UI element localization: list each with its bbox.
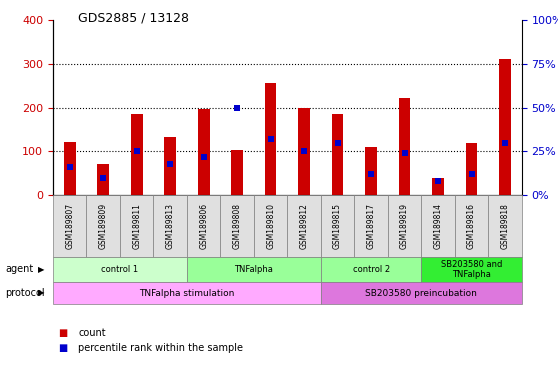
Text: GSM189816: GSM189816 — [467, 203, 476, 249]
Text: GSM189819: GSM189819 — [400, 203, 409, 249]
Text: GSM189807: GSM189807 — [65, 203, 74, 249]
Bar — [331, 114, 344, 195]
Text: GSM189808: GSM189808 — [233, 203, 242, 249]
Point — [99, 174, 108, 180]
Text: GDS2885 / 13128: GDS2885 / 13128 — [78, 12, 189, 25]
Point — [501, 139, 509, 146]
Text: GSM189817: GSM189817 — [367, 203, 376, 249]
Text: GSM189813: GSM189813 — [166, 203, 175, 249]
Text: GSM189806: GSM189806 — [199, 203, 208, 249]
Point — [199, 154, 208, 160]
Point — [300, 148, 309, 154]
Bar — [97, 164, 109, 195]
Text: SB203580 and
TNFalpha: SB203580 and TNFalpha — [441, 260, 502, 279]
Bar — [165, 137, 176, 195]
Text: TNFalpha stimulation: TNFalpha stimulation — [140, 288, 234, 298]
Text: GSM189811: GSM189811 — [132, 203, 141, 249]
Text: ▶: ▶ — [38, 288, 45, 298]
Point — [367, 171, 376, 177]
Bar — [365, 147, 377, 195]
Bar — [465, 142, 477, 195]
Text: ■: ■ — [59, 328, 68, 338]
Text: GSM189809: GSM189809 — [99, 203, 108, 249]
Bar — [131, 114, 143, 195]
Point — [132, 148, 141, 154]
Text: agent: agent — [6, 265, 34, 275]
Text: GSM189810: GSM189810 — [266, 203, 275, 249]
Text: protocol: protocol — [6, 288, 45, 298]
Text: count: count — [78, 328, 106, 338]
Bar — [298, 108, 310, 195]
Bar — [398, 98, 410, 195]
Bar — [231, 151, 243, 195]
Text: control 2: control 2 — [353, 265, 389, 274]
Bar — [432, 177, 444, 195]
Bar — [264, 83, 276, 195]
Bar — [64, 142, 75, 195]
Text: GSM189814: GSM189814 — [434, 203, 442, 249]
Text: TNFalpha: TNFalpha — [234, 265, 273, 274]
Text: ▶: ▶ — [38, 265, 45, 274]
Text: percentile rank within the sample: percentile rank within the sample — [78, 343, 243, 353]
Text: GSM189815: GSM189815 — [333, 203, 342, 249]
Point — [400, 150, 409, 156]
Point — [166, 161, 175, 167]
Point — [266, 136, 275, 142]
Text: GSM189818: GSM189818 — [501, 203, 509, 249]
Point — [333, 139, 342, 146]
Point — [467, 171, 476, 177]
Point — [434, 178, 442, 184]
Text: SB203580 preincubation: SB203580 preincubation — [365, 288, 477, 298]
Text: control 1: control 1 — [102, 265, 138, 274]
Text: GSM189812: GSM189812 — [300, 203, 309, 249]
Bar — [499, 60, 511, 195]
Point — [233, 104, 242, 111]
Text: ■: ■ — [59, 343, 68, 353]
Point — [65, 164, 74, 170]
Bar — [198, 109, 210, 195]
